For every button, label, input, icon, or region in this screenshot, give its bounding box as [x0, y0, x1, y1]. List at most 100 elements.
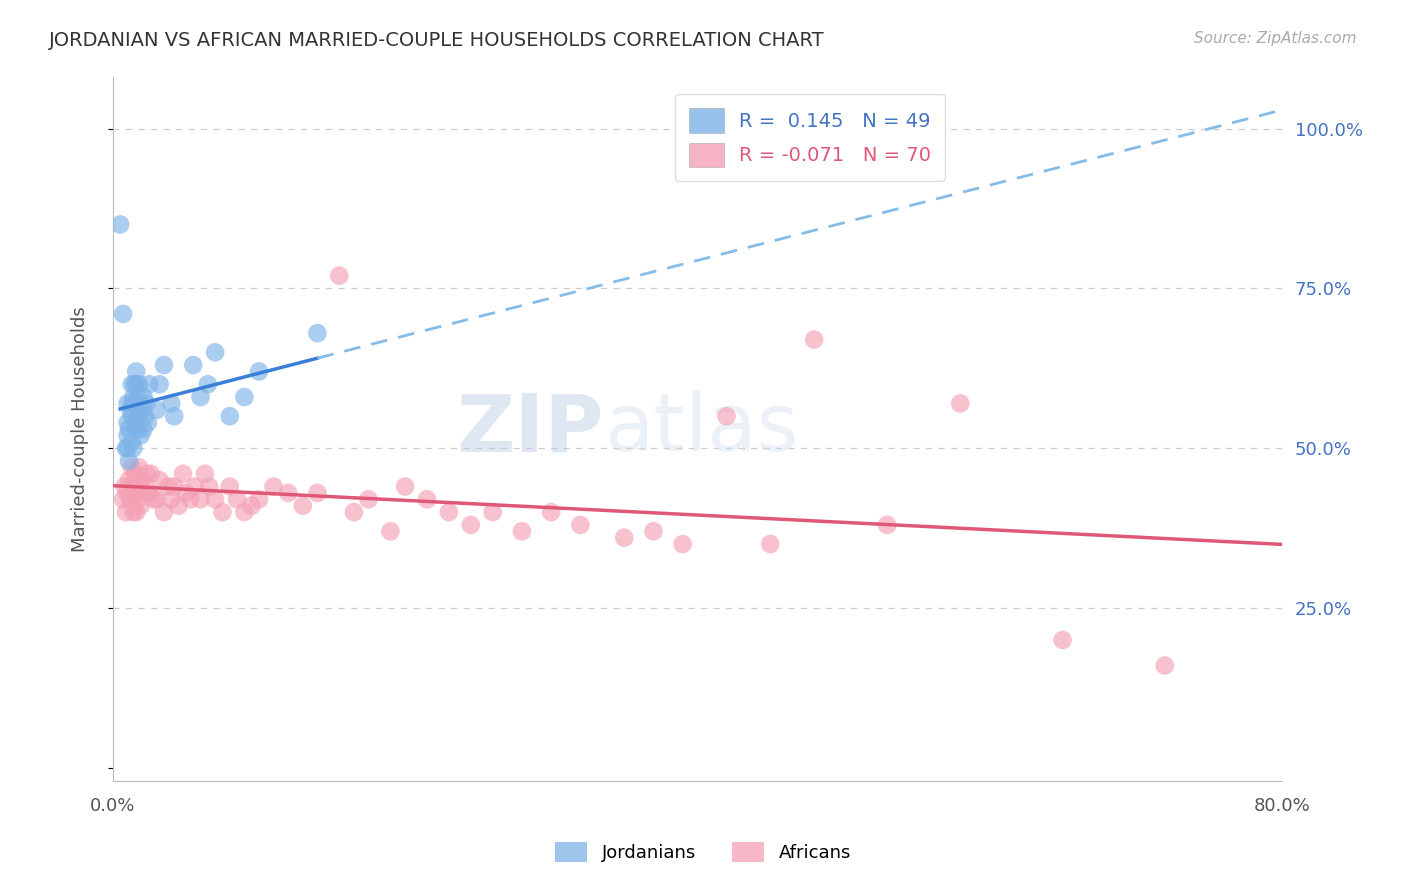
Point	[233, 505, 256, 519]
Point	[117, 428, 139, 442]
Point	[122, 441, 145, 455]
Point	[117, 396, 139, 410]
Point	[277, 486, 299, 500]
Point	[117, 441, 139, 455]
Point	[127, 492, 149, 507]
Point	[190, 492, 212, 507]
Point	[128, 460, 150, 475]
Point	[197, 377, 219, 392]
Point	[198, 479, 221, 493]
Point	[122, 390, 145, 404]
Point	[190, 390, 212, 404]
Point	[129, 479, 152, 493]
Point	[181, 358, 204, 372]
Point	[167, 499, 190, 513]
Point	[357, 492, 380, 507]
Point	[129, 396, 152, 410]
Point	[204, 492, 226, 507]
Point	[124, 416, 146, 430]
Point	[108, 218, 131, 232]
Point	[124, 396, 146, 410]
Text: atlas: atlas	[603, 390, 799, 468]
Point	[135, 467, 157, 481]
Point	[394, 479, 416, 493]
Point	[218, 409, 240, 424]
Point	[540, 505, 562, 519]
Point	[291, 499, 314, 513]
Point	[307, 326, 329, 340]
Point	[122, 505, 145, 519]
Point	[121, 479, 143, 493]
Point	[1153, 658, 1175, 673]
Point	[343, 505, 366, 519]
Point	[138, 486, 160, 500]
Point	[179, 492, 201, 507]
Legend: R =  0.145   N = 49, R = -0.071   N = 70: R = 0.145 N = 49, R = -0.071 N = 70	[675, 95, 945, 181]
Point	[115, 505, 138, 519]
Point	[125, 364, 148, 378]
Point	[247, 492, 270, 507]
Point	[263, 479, 285, 493]
Point	[211, 505, 233, 519]
Point	[121, 434, 143, 449]
Point	[569, 517, 592, 532]
Point	[118, 454, 141, 468]
Point	[121, 460, 143, 475]
Point	[437, 505, 460, 519]
Point	[132, 422, 155, 436]
Point	[121, 377, 143, 392]
Point	[183, 479, 205, 493]
Point	[131, 473, 153, 487]
Point	[481, 505, 503, 519]
Point	[233, 390, 256, 404]
Point	[460, 517, 482, 532]
Point	[118, 422, 141, 436]
Point	[129, 428, 152, 442]
Point	[759, 537, 782, 551]
Point	[380, 524, 402, 539]
Point	[613, 531, 636, 545]
Point	[138, 377, 160, 392]
Point	[174, 486, 197, 500]
Point	[172, 467, 194, 481]
Point	[204, 345, 226, 359]
Point	[120, 492, 142, 507]
Point	[153, 358, 176, 372]
Y-axis label: Married-couple Households: Married-couple Households	[72, 306, 89, 552]
Point	[139, 467, 162, 481]
Point	[153, 505, 176, 519]
Point	[134, 409, 156, 424]
Point	[121, 409, 143, 424]
Point	[112, 307, 135, 321]
Point	[149, 473, 172, 487]
Point	[112, 492, 135, 507]
Point	[134, 486, 156, 500]
Point	[160, 396, 183, 410]
Point	[876, 517, 898, 532]
Point	[328, 268, 350, 283]
Point	[117, 416, 139, 430]
Point	[129, 499, 152, 513]
Point	[132, 390, 155, 404]
Point	[127, 390, 149, 404]
Point	[125, 505, 148, 519]
Point	[416, 492, 439, 507]
Text: JORDANIAN VS AFRICAN MARRIED-COUPLE HOUSEHOLDS CORRELATION CHART: JORDANIAN VS AFRICAN MARRIED-COUPLE HOUS…	[49, 31, 825, 50]
Point	[125, 422, 148, 436]
Point	[125, 377, 148, 392]
Point	[163, 409, 186, 424]
Point	[114, 479, 136, 493]
Point	[218, 479, 240, 493]
Legend: Jordanians, Africans: Jordanians, Africans	[547, 834, 859, 870]
Point	[135, 396, 157, 410]
Point	[142, 492, 165, 507]
Point	[240, 499, 263, 513]
Point	[510, 524, 533, 539]
Point	[124, 377, 146, 392]
Point	[157, 479, 180, 493]
Point	[117, 486, 139, 500]
Text: Source: ZipAtlas.com: Source: ZipAtlas.com	[1194, 31, 1357, 46]
Point	[672, 537, 695, 551]
Point	[128, 377, 150, 392]
Point	[115, 441, 138, 455]
